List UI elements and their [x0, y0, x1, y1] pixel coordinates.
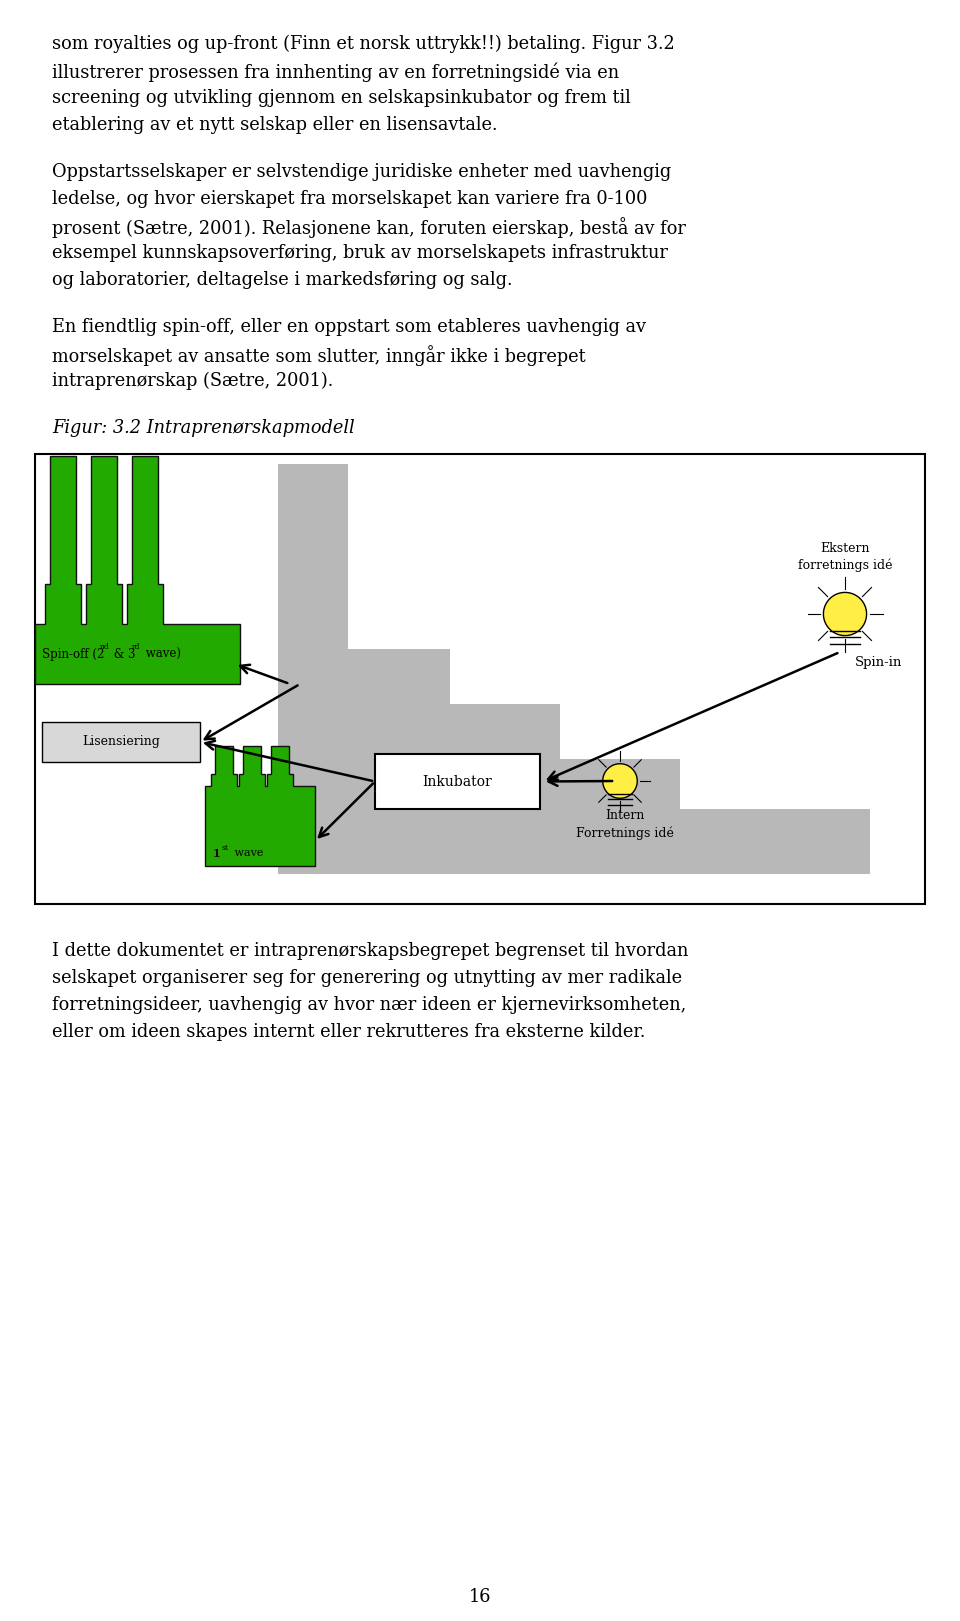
Text: Spin-off (2: Spin-off (2 [42, 648, 105, 661]
Text: Inkubator: Inkubator [422, 775, 492, 788]
Text: som royalties og up-front (Finn et norsk uttrykk!!) betaling. Figur 3.2: som royalties og up-front (Finn et norsk… [52, 36, 675, 53]
Bar [35, 454, 925, 905]
Text: & 3: & 3 [110, 648, 135, 661]
Text: prosent (Sætre, 2001). Relasjonene kan, foruten eierskap, bestå av for: prosent (Sætre, 2001). Relasjonene kan, … [52, 217, 685, 238]
Text: morselskapet av ansatte som slutter, inngår ikke i begrepet: morselskapet av ansatte som slutter, inn… [52, 345, 586, 366]
Text: eksempel kunnskapsoverføring, bruk av morselskapets infrastruktur: eksempel kunnskapsoverføring, bruk av mo… [52, 245, 668, 263]
Text: og laboratorier, deltagelse i markedsføring og salg.: og laboratorier, deltagelse i markedsfør… [52, 271, 513, 289]
Text: nd: nd [100, 644, 109, 652]
Text: Forretnings idé: Forretnings idé [576, 827, 674, 840]
Text: wave): wave) [142, 648, 181, 661]
Text: Intern: Intern [606, 809, 645, 822]
Text: Oppstartsselskaper er selvstendige juridiske enheter med uavhengig: Oppstartsselskaper er selvstendige jurid… [52, 164, 671, 182]
Text: rd: rd [132, 644, 140, 652]
Bar [42, 721, 200, 762]
Text: screening og utvikling gjennom en selskapsinkubator og frem til: screening og utvikling gjennom en selska… [52, 89, 631, 107]
Polygon shape [35, 456, 240, 684]
Polygon shape [278, 464, 870, 874]
Polygon shape [603, 763, 637, 798]
Text: 16: 16 [468, 1589, 492, 1606]
Text: etablering av et nytt selskap eller en lisensavtale.: etablering av et nytt selskap eller en l… [52, 117, 497, 135]
Text: illustrerer prosessen fra innhenting av en forretningsidé via en: illustrerer prosessen fra innhenting av … [52, 62, 619, 81]
Text: I dette dokumentet er intraprenørskapsbegrepet begrenset til hvordan: I dette dokumentet er intraprenørskapsbe… [52, 942, 688, 960]
Polygon shape [205, 746, 315, 866]
Text: Spin-in: Spin-in [855, 657, 902, 669]
Text: intraprenørskap (Sætre, 2001).: intraprenørskap (Sætre, 2001). [52, 371, 333, 391]
Text: Ekstern: Ekstern [820, 541, 870, 554]
Text: Figur: 3.2 Intraprenørskapmodell: Figur: 3.2 Intraprenørskapmodell [52, 418, 354, 438]
Text: En fiendtlig spin-off, eller en oppstart som etableres uavhengig av: En fiendtlig spin-off, eller en oppstart… [52, 318, 646, 336]
Polygon shape [824, 592, 867, 635]
Text: eller om ideen skapes internt eller rekrutteres fra eksterne kilder.: eller om ideen skapes internt eller rekr… [52, 1023, 645, 1041]
Text: Lisensiering: Lisensiering [82, 736, 160, 749]
Text: forretnings idé: forretnings idé [798, 559, 892, 572]
Text: ledelse, og hvor eierskapet fra morselskapet kan variere fra 0-100: ledelse, og hvor eierskapet fra morselsk… [52, 190, 647, 207]
Text: selskapet organiserer seg for generering og utnytting av mer radikale: selskapet organiserer seg for generering… [52, 969, 683, 987]
Bar [375, 754, 540, 809]
Text: wave: wave [231, 848, 263, 858]
Text: forretningsideer, uavhengig av hvor nær ideen er kjernevirksomheten,: forretningsideer, uavhengig av hvor nær … [52, 995, 686, 1015]
Text: 1: 1 [213, 848, 221, 859]
Text: st: st [222, 845, 229, 853]
